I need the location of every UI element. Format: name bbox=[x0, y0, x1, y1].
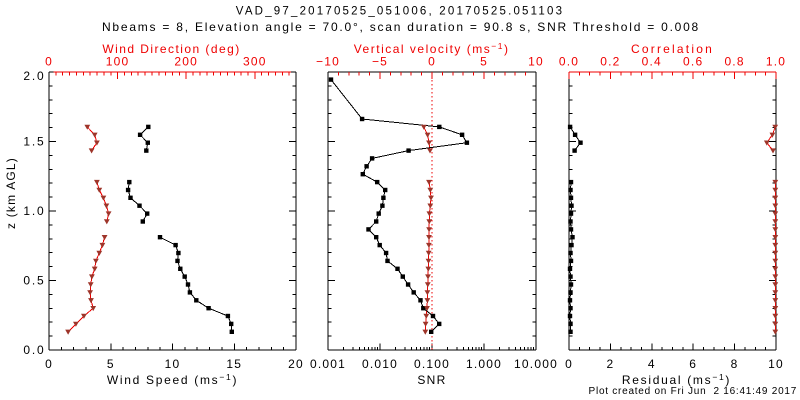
svg-text:−5: −5 bbox=[372, 55, 388, 69]
svg-text:10: 10 bbox=[165, 357, 181, 371]
svg-text:100: 100 bbox=[106, 55, 130, 69]
svg-text:1.000: 1.000 bbox=[466, 357, 502, 371]
svg-text:Plot created on Fri Jun 2 16:: Plot created on Fri Jun 2 16:41:49 2017 bbox=[589, 386, 797, 397]
svg-text:−10: −10 bbox=[316, 55, 340, 69]
svg-text:5: 5 bbox=[480, 55, 488, 69]
svg-text:0.6: 0.6 bbox=[683, 55, 703, 69]
svg-text:Vertical velocity (ms−1): Vertical velocity (ms−1) bbox=[354, 41, 510, 56]
svg-text:2: 2 bbox=[606, 357, 614, 371]
svg-text:Wind Direction (deg): Wind Direction (deg) bbox=[102, 42, 240, 56]
svg-text:0: 0 bbox=[565, 357, 573, 371]
svg-text:Residual (ms−1): Residual (ms−1) bbox=[622, 372, 731, 387]
svg-text:0.4: 0.4 bbox=[642, 55, 662, 69]
svg-text:8: 8 bbox=[731, 357, 739, 371]
svg-text:1.5: 1.5 bbox=[23, 135, 45, 149]
svg-text:15: 15 bbox=[226, 357, 242, 371]
svg-text:z (km AGL): z (km AGL) bbox=[4, 157, 18, 229]
svg-text:0.100: 0.100 bbox=[414, 357, 450, 371]
svg-text:0: 0 bbox=[45, 55, 53, 69]
svg-text:20: 20 bbox=[288, 357, 304, 371]
svg-text:0: 0 bbox=[45, 357, 53, 371]
svg-text:0.001: 0.001 bbox=[310, 357, 346, 371]
svg-text:1.0: 1.0 bbox=[23, 204, 45, 218]
svg-text:Wind Speed (ms−1): Wind Speed (ms−1) bbox=[107, 372, 238, 387]
svg-text:2.0: 2.0 bbox=[23, 69, 45, 83]
svg-text:10.000: 10.000 bbox=[514, 357, 558, 371]
svg-text:300: 300 bbox=[243, 55, 267, 69]
svg-text:VAD_97_20170525_051006, 201705: VAD_97_20170525_051006, 20170525.051103 bbox=[236, 5, 564, 17]
svg-text:0.5: 0.5 bbox=[23, 274, 45, 288]
svg-text:0.8: 0.8 bbox=[724, 55, 744, 69]
svg-text:0: 0 bbox=[428, 55, 436, 69]
svg-text:0.2: 0.2 bbox=[600, 55, 620, 69]
svg-text:SNR: SNR bbox=[417, 373, 446, 387]
svg-text:0.0: 0.0 bbox=[559, 55, 579, 69]
svg-text:5: 5 bbox=[107, 357, 115, 371]
svg-text:10: 10 bbox=[528, 55, 544, 69]
svg-text:10: 10 bbox=[768, 357, 784, 371]
svg-text:4: 4 bbox=[648, 357, 656, 371]
svg-text:6: 6 bbox=[689, 357, 697, 371]
svg-text:200: 200 bbox=[174, 55, 198, 69]
svg-text:1.0: 1.0 bbox=[766, 55, 786, 69]
svg-text:Correlation: Correlation bbox=[631, 42, 714, 56]
svg-text:Nbeams = 8, Elevation angle =: Nbeams = 8, Elevation angle = 70.0°, sca… bbox=[102, 20, 700, 34]
svg-text:0.010: 0.010 bbox=[362, 357, 398, 371]
svg-text:0.0: 0.0 bbox=[23, 343, 45, 357]
